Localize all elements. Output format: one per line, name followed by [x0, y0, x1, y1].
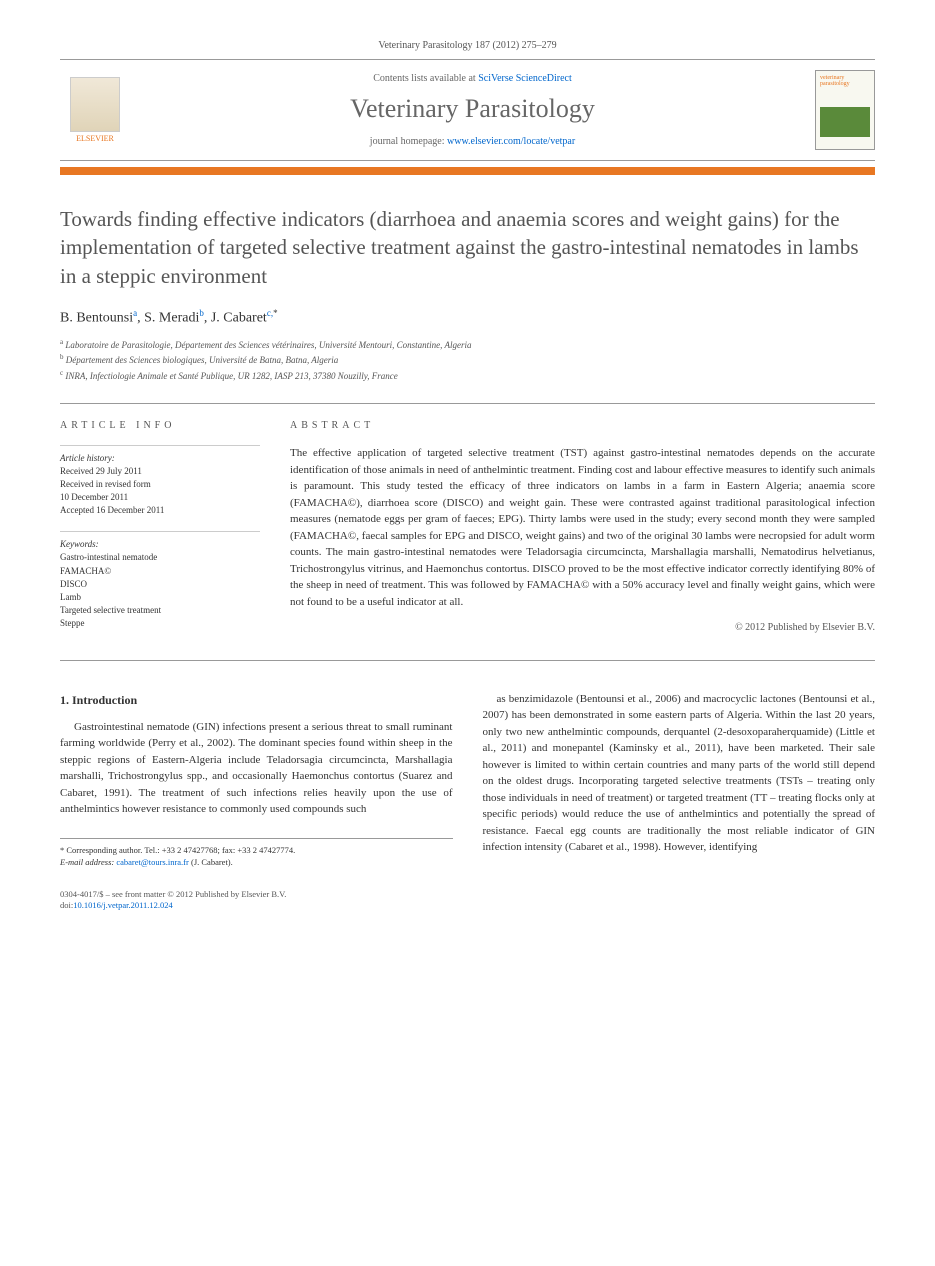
keyword: Targeted selective treatment — [60, 604, 260, 617]
affiliation: b Département des Sciences biologiques, … — [60, 352, 875, 368]
keywords-label: Keywords: — [60, 538, 260, 551]
history-line: Received in revised form — [60, 478, 260, 491]
corresponding-footnote: * Corresponding author. Tel.: +33 2 4742… — [60, 838, 453, 869]
author-list: B. Bentounsia, S. Meradib, J. Cabaretc,* — [60, 308, 875, 327]
elsevier-logo: ELSEVIER — [60, 70, 130, 150]
article-info: ARTICLE INFO Article history: Received 2… — [60, 420, 260, 644]
info-abstract-block: ARTICLE INFO Article history: Received 2… — [60, 403, 875, 661]
article-title: Towards finding effective indicators (di… — [60, 205, 875, 290]
affiliation-text: INRA, Infectiologie Animale et Santé Pub… — [65, 371, 397, 381]
email-label: E-mail address: — [60, 857, 114, 867]
body-columns: 1. Introduction Gastrointestinal nematod… — [60, 691, 875, 913]
history-line: Accepted 16 December 2011 — [60, 504, 260, 517]
elsevier-tree-icon — [70, 77, 120, 132]
corresponding-email[interactable]: cabaret@tours.inra.fr — [116, 857, 189, 867]
doi-prefix: doi: — [60, 900, 73, 910]
author-affiliation-sup: a — [133, 308, 137, 318]
abstract-copyright: © 2012 Published by Elsevier B.V. — [290, 622, 875, 633]
journal-reference: Veterinary Parasitology 187 (2012) 275–2… — [60, 40, 875, 51]
footer-copyright: 0304-4017/$ – see front matter © 2012 Pu… — [60, 889, 453, 901]
keyword: FAMACHA© — [60, 565, 260, 578]
header-center: Contents lists available at SciVerse Sci… — [130, 73, 815, 147]
homepage-prefix: journal homepage: — [370, 136, 447, 147]
author: S. Meradi — [144, 311, 199, 326]
corresponding-name: (J. Cabaret). — [191, 857, 233, 867]
abstract-block: ABSTRACT The effective application of ta… — [290, 420, 875, 644]
journal-name: Veterinary Parasitology — [145, 94, 800, 124]
doi-link[interactable]: 10.1016/j.vetpar.2011.12.024 — [73, 900, 173, 910]
article-info-heading: ARTICLE INFO — [60, 420, 260, 431]
abstract-heading: ABSTRACT — [290, 420, 875, 431]
header-divider-bar — [60, 167, 875, 175]
keyword: Steppe — [60, 617, 260, 630]
footnote-text: Corresponding author. Tel.: +33 2 474277… — [66, 845, 295, 855]
keyword: DISCO — [60, 578, 260, 591]
footer-doi: doi:10.1016/j.vetpar.2011.12.024 — [60, 900, 453, 912]
section-heading: 1. Introduction — [60, 691, 453, 709]
affiliation-text: Département des Sciences biologiques, Un… — [66, 355, 339, 365]
corresponding-author-mark: * — [273, 308, 278, 318]
affiliation-list: a Laboratoire de Parasitologie, Départem… — [60, 337, 875, 384]
article-history: Article history: Received 29 July 2011 R… — [60, 445, 260, 517]
affiliation-text: Laboratoire de Parasitologie, Départemen… — [65, 340, 471, 350]
column-right: as benzimidazole (Bentounsi et al., 2006… — [483, 691, 876, 913]
journal-homepage: journal homepage: www.elsevier.com/locat… — [145, 136, 800, 147]
homepage-link[interactable]: www.elsevier.com/locate/vetpar — [447, 136, 575, 147]
elsevier-label: ELSEVIER — [76, 134, 114, 143]
footnote-star: * — [60, 845, 64, 855]
column-left: 1. Introduction Gastrointestinal nematod… — [60, 691, 453, 913]
cover-label: veterinary parasitology — [820, 75, 870, 87]
affiliation-sup: c — [60, 369, 63, 377]
contents-prefix: Contents lists available at — [373, 73, 478, 84]
author-affiliation-sup: b — [199, 308, 204, 318]
author: J. Cabaret — [211, 311, 267, 326]
history-line: Received 29 July 2011 — [60, 465, 260, 478]
affiliation: a Laboratoire de Parasitologie, Départem… — [60, 337, 875, 353]
intro-paragraph-right: as benzimidazole (Bentounsi et al., 2006… — [483, 691, 876, 856]
keywords-block: Keywords: Gastro-intestinal nematode FAM… — [60, 531, 260, 629]
page-footer: 0304-4017/$ – see front matter © 2012 Pu… — [60, 889, 453, 913]
cover-band — [820, 107, 870, 137]
affiliation: c INRA, Infectiologie Animale et Santé P… — [60, 368, 875, 384]
author: B. Bentounsi — [60, 311, 133, 326]
affiliation-sup: a — [60, 338, 63, 346]
abstract-text: The effective application of targeted se… — [290, 445, 875, 610]
history-label: Article history: — [60, 452, 260, 465]
keyword: Gastro-intestinal nematode — [60, 551, 260, 564]
sciencedirect-link[interactable]: SciVerse ScienceDirect — [478, 73, 572, 84]
intro-paragraph-left: Gastrointestinal nematode (GIN) infectio… — [60, 719, 453, 818]
journal-header: ELSEVIER Contents lists available at Sci… — [60, 59, 875, 161]
contents-available: Contents lists available at SciVerse Sci… — [145, 73, 800, 84]
journal-cover-thumbnail: veterinary parasitology — [815, 70, 875, 150]
history-line: 10 December 2011 — [60, 491, 260, 504]
keyword: Lamb — [60, 591, 260, 604]
affiliation-sup: b — [60, 353, 64, 361]
